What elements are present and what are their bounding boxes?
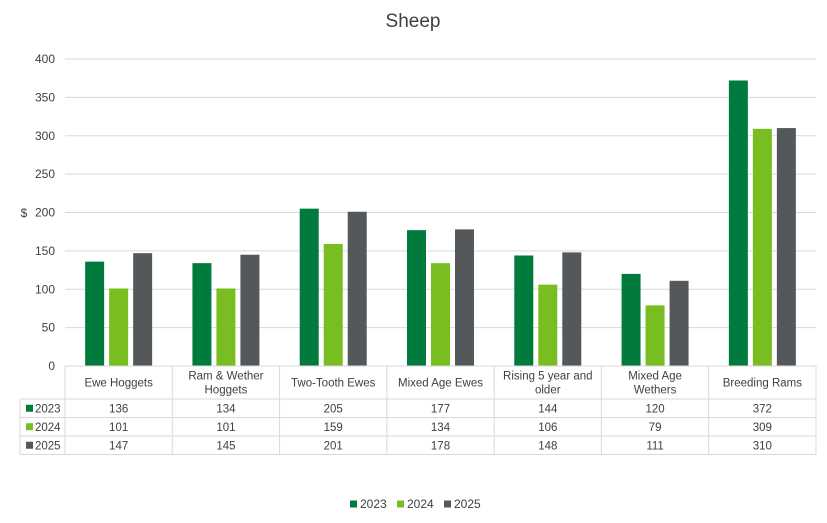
- bar-2023-0: [85, 261, 105, 366]
- cell-value-2025-0: 147: [109, 440, 128, 452]
- bar-2024-5: [645, 305, 665, 366]
- row-label-2025: 2025: [35, 440, 61, 452]
- category-label-5: Mixed Age Wethers: [628, 371, 682, 397]
- bar-2025-6: [776, 128, 796, 366]
- y-tick-label: 0: [48, 359, 55, 373]
- cell-value-2023-1: 134: [216, 403, 236, 415]
- category-label-3: Mixed Age Ewes: [398, 378, 483, 390]
- category-label-6: Breeding Rams: [723, 378, 803, 390]
- cell-value-2024-1: 101: [216, 422, 235, 434]
- legend-label-2025: 2025: [454, 497, 481, 511]
- category-label-2: Two-Tooth Ewes: [291, 378, 376, 390]
- row-key-2025: [26, 441, 33, 449]
- bar-2023-2: [299, 208, 319, 366]
- bar-2023-6: [728, 80, 748, 367]
- y-tick-label: 200: [35, 206, 55, 220]
- bar-2024-0: [109, 288, 129, 366]
- y-tick-label: 350: [35, 90, 55, 104]
- y-tick-label: 400: [35, 52, 55, 66]
- chart-title: Sheep: [386, 11, 441, 32]
- legend-swatch-2023: [350, 500, 357, 508]
- data-table: Ewe Hoggets Ram & Wether Hoggets Two-Tooth …: [19, 365, 817, 455]
- cell-value-2024-3: 134: [431, 422, 451, 434]
- bar-2024-2: [323, 243, 343, 366]
- cell-value-2023-6: 372: [753, 403, 772, 415]
- cell-value-2024-5: 79: [649, 422, 662, 434]
- y-axis-label: $: [21, 206, 28, 220]
- legend-swatch-2024: [397, 500, 404, 508]
- row-label-2024: 2024: [35, 422, 61, 434]
- bar-2025-1: [240, 254, 260, 366]
- legend: 2023 2024 2025: [350, 497, 481, 511]
- gridlines: [65, 58, 816, 329]
- cell-value-2025-5: 111: [646, 440, 663, 452]
- row-label-2023: 2023: [35, 403, 61, 415]
- cell-value-2025-1: 145: [216, 440, 235, 452]
- category-label-0: Ewe Hoggets: [84, 378, 153, 390]
- y-axis-ticks: 0 50 100 150 200 250 300 350 400: [35, 52, 55, 373]
- bar-2023-3: [407, 230, 426, 366]
- y-tick-label: 50: [42, 321, 56, 335]
- row-key-2023: [26, 404, 33, 412]
- bars: [85, 80, 796, 367]
- y-tick-label: 300: [35, 129, 55, 143]
- cell-value-2023-0: 136: [109, 403, 128, 415]
- bar-2023-4: [514, 255, 534, 366]
- bar-2024-1: [216, 288, 236, 366]
- cell-value-2025-2: 201: [324, 440, 343, 452]
- category-label-4: Rising 5 year and older: [503, 371, 593, 397]
- bar-2024-3: [431, 263, 450, 366]
- cell-value-2024-6: 309: [753, 422, 772, 434]
- cell-value-2025-6: 310: [753, 440, 772, 452]
- cell-value-2024-2: 159: [324, 422, 343, 434]
- legend-label-2024: 2024: [407, 497, 434, 511]
- bar-2025-0: [133, 253, 153, 366]
- cell-value-2023-3: 177: [431, 403, 450, 415]
- row-key-2024: [26, 423, 33, 431]
- category-label-1: Ram & Wether Hoggets: [188, 371, 263, 397]
- cell-value-2025-3: 178: [431, 440, 450, 452]
- bar-2025-2: [347, 211, 367, 366]
- bar-2024-6: [752, 128, 772, 366]
- cell-value-2025-4: 148: [538, 440, 557, 452]
- legend-label-2023: 2023: [360, 497, 387, 511]
- bar-2025-4: [562, 252, 582, 366]
- bar-2023-1: [192, 263, 212, 366]
- legend-swatch-2025: [444, 500, 451, 508]
- cell-value-2024-0: 101: [109, 422, 128, 434]
- bar-2025-3: [455, 229, 474, 366]
- bar-2024-4: [538, 284, 558, 366]
- bar-2025-5: [669, 280, 689, 366]
- y-tick-label: 150: [35, 244, 55, 258]
- cell-value-2023-4: 144: [538, 403, 558, 415]
- cell-value-2024-4: 106: [538, 422, 557, 434]
- bar-2023-5: [621, 273, 641, 366]
- cell-value-2023-5: 120: [645, 403, 664, 415]
- cell-value-2023-2: 205: [324, 403, 343, 415]
- y-tick-label: 100: [35, 282, 55, 296]
- y-tick-label: 250: [35, 167, 55, 181]
